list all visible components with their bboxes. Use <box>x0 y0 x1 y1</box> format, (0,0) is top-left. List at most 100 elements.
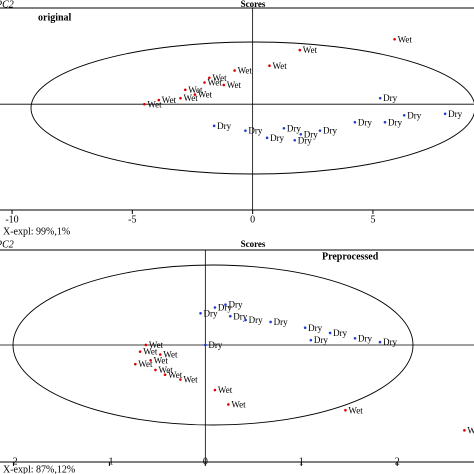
point <box>353 120 357 124</box>
confidence-ellipse <box>12 264 414 426</box>
point <box>179 378 182 381</box>
point-label: Dry <box>383 93 397 103</box>
point <box>157 98 161 102</box>
point-label: Dry <box>228 300 242 310</box>
point <box>138 350 142 353</box>
point <box>383 120 387 124</box>
point <box>213 306 217 309</box>
point-label: Wet <box>272 61 287 71</box>
point-label: Wet <box>348 405 363 415</box>
point-label: Wet <box>163 350 178 360</box>
point <box>309 338 313 342</box>
point <box>443 112 447 116</box>
point <box>203 81 206 84</box>
point-label: Dry <box>383 337 397 347</box>
point-label: Wet <box>162 95 177 105</box>
point-label: Wet <box>467 425 474 435</box>
point-label: Wet <box>303 45 318 55</box>
point <box>193 93 197 96</box>
point-label: Dry <box>287 123 301 133</box>
point-label: Wet <box>143 347 158 357</box>
annotation: Preprocessed <box>322 251 379 262</box>
point <box>183 88 187 92</box>
point <box>158 353 162 356</box>
x-tick-label: 2 <box>395 456 400 467</box>
point-label: Dry <box>333 328 347 338</box>
point <box>233 69 236 72</box>
point <box>318 129 322 132</box>
point <box>149 359 152 362</box>
annotation: original <box>38 12 72 23</box>
point-label: Dry <box>304 129 318 139</box>
point <box>144 343 148 347</box>
point-label: Dry <box>204 308 218 318</box>
point <box>143 102 146 106</box>
x-tick-label: -10 <box>5 214 18 225</box>
point <box>293 138 297 142</box>
x-axis-caption: , X-expl: 87%,12% <box>0 464 75 474</box>
y-axis-label: PC2 <box>0 0 14 10</box>
point-label: Dry <box>218 303 232 313</box>
point-label: Dry <box>298 135 312 145</box>
point-label: Dry <box>274 317 288 327</box>
x-tick-label: 0 <box>250 214 255 225</box>
point <box>208 76 211 80</box>
x-tick-label: 0 <box>203 456 208 467</box>
point-label: Dry <box>358 333 372 343</box>
x-tick-label: -2 <box>9 456 17 467</box>
point <box>133 362 137 366</box>
point <box>402 113 406 117</box>
point-label: Wet <box>218 385 233 395</box>
point <box>463 429 466 432</box>
x-tick-label: -5 <box>128 214 136 225</box>
point-label: Wet <box>138 359 153 369</box>
point-label: Wet <box>149 340 164 350</box>
point-label: Dry <box>217 121 231 131</box>
point <box>393 37 396 41</box>
point <box>154 368 157 372</box>
point-label: Wet <box>198 90 213 100</box>
point <box>378 96 382 100</box>
point <box>282 126 286 130</box>
point-label: Wet <box>227 80 242 90</box>
point <box>299 132 303 136</box>
point-label: Wet <box>147 99 162 109</box>
point-label: Dry <box>323 126 337 136</box>
point <box>298 48 302 52</box>
point <box>179 96 182 100</box>
point-label: Wet <box>168 370 183 380</box>
point <box>163 373 167 377</box>
point <box>213 388 217 392</box>
point <box>328 331 332 335</box>
point-label: Dry <box>249 315 263 325</box>
point-label: Wet <box>208 78 223 88</box>
point <box>224 303 227 306</box>
point-label: Dry <box>308 323 322 333</box>
point-label: Wet <box>154 355 169 365</box>
point <box>228 314 232 318</box>
point <box>353 336 357 340</box>
confidence-ellipse <box>30 41 474 175</box>
point <box>344 408 347 412</box>
point <box>378 340 382 344</box>
chart-title: Scores <box>241 0 266 9</box>
point-label: Wet <box>188 85 203 95</box>
point-label: Dry <box>388 117 402 127</box>
point-label: Dry <box>233 311 247 321</box>
point-label: Wet <box>183 93 198 103</box>
point <box>265 136 269 140</box>
x-tick-label: 1 <box>299 456 304 467</box>
point <box>244 318 247 322</box>
point-label: Dry <box>314 335 328 345</box>
point-label: Dry <box>208 340 222 350</box>
point <box>269 320 272 324</box>
point-label: Dry <box>358 117 372 127</box>
x-axis-caption: , X-expl: 99%,1% <box>0 226 70 237</box>
point-label: Wet <box>183 375 198 385</box>
point-label: Dry <box>448 109 462 119</box>
point-label: Wet <box>158 365 173 375</box>
x-tick-label: -1 <box>105 456 113 467</box>
chart-title: Scores <box>241 239 266 249</box>
point-label: Wet <box>238 66 253 76</box>
